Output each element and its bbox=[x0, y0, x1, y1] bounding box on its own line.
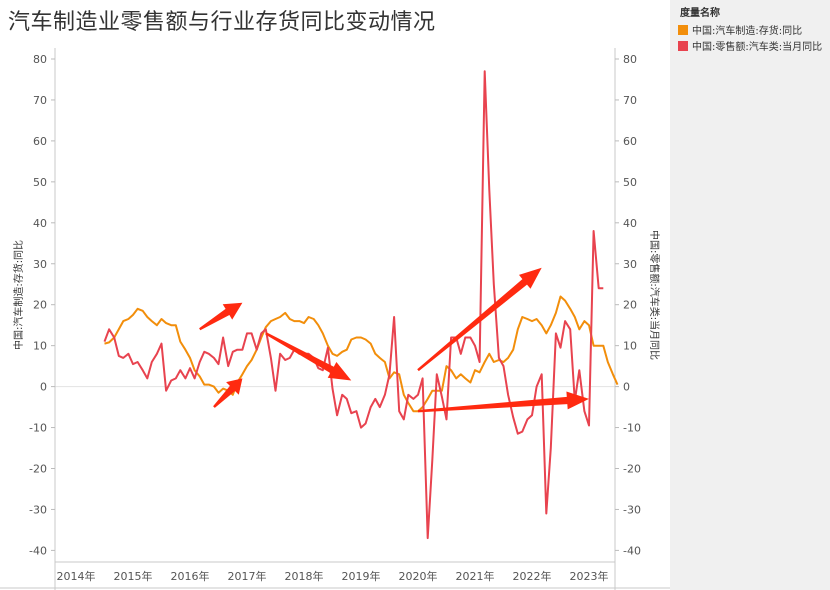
annotation-arrows bbox=[199, 267, 589, 413]
annotation-arrow bbox=[213, 378, 243, 408]
legend-panel: 度量名称 中国:汽车制造:存货:同比 中国:零售额:汽车类:当月同比 bbox=[670, 0, 830, 590]
series-line-inventory bbox=[104, 295, 619, 413]
left-tick-label: 30 bbox=[33, 258, 47, 271]
x-tick-label: 2018年 bbox=[285, 569, 324, 583]
annotation-arrow bbox=[265, 332, 352, 381]
legend-item-inventory[interactable]: 中国:汽车制造:存货:同比 bbox=[678, 22, 802, 38]
x-tick-label: 2017年 bbox=[228, 569, 267, 583]
left-tick-label: 50 bbox=[33, 176, 47, 189]
right-tick-label: -40 bbox=[623, 544, 641, 557]
right-tick-label: 10 bbox=[623, 340, 637, 353]
left-tick-label: 80 bbox=[33, 53, 47, 66]
legend-item-retail[interactable]: 中国:零售额:汽车类:当月同比 bbox=[678, 38, 822, 54]
right-tick-label: 50 bbox=[623, 176, 637, 189]
x-tick-label: 2021年 bbox=[456, 569, 495, 583]
x-tick-label: 2015年 bbox=[114, 569, 153, 583]
left-tick-label: -10 bbox=[29, 422, 47, 435]
left-tick-label: 20 bbox=[33, 299, 47, 312]
right-tick-label: -30 bbox=[623, 503, 641, 516]
left-tick-label: 0 bbox=[40, 381, 47, 394]
right-tick-label: 60 bbox=[623, 135, 637, 148]
right-tick-label: 40 bbox=[623, 217, 637, 230]
legend-swatch-inventory bbox=[678, 24, 688, 35]
left-tick-label: 70 bbox=[33, 94, 47, 107]
series-lines bbox=[103, 70, 619, 540]
right-tick-label: 70 bbox=[623, 94, 637, 107]
left-tick-label: -30 bbox=[29, 503, 47, 516]
line-chart: 80 80 70 70 60 60 50 50 40 40 30 30 20 20 10 10 0 0 -10 -10… bbox=[0, 48, 670, 590]
annotation-arrow bbox=[417, 391, 589, 413]
series-line-retail bbox=[103, 70, 604, 540]
x-tick-label: 2019年 bbox=[342, 569, 381, 583]
legend-swatch-retail bbox=[678, 40, 688, 51]
right-tick-label: 80 bbox=[623, 53, 637, 66]
x-tick-label: 2014年 bbox=[57, 569, 96, 583]
axes bbox=[0, 48, 670, 590]
axis-labels: 80 80 70 70 60 60 50 50 40 40 30 30 20 20 10 10 0 0 -10 -10… bbox=[12, 53, 661, 583]
left-tick-label: 60 bbox=[33, 135, 47, 148]
x-tick-label: 2016年 bbox=[171, 569, 210, 583]
chart-title: 汽车制造业零售额与行业存货同比变动情况 bbox=[8, 10, 436, 35]
legend-label-inventory: 中国:汽车制造:存货:同比 bbox=[692, 26, 803, 37]
legend-label-retail: 中国:零售额:汽车类:当月同比 bbox=[692, 42, 823, 53]
right-tick-label: 0 bbox=[623, 381, 630, 394]
legend-title: 度量名称 bbox=[680, 8, 720, 19]
right-tick-label: -20 bbox=[623, 463, 641, 476]
left-tick-label: -40 bbox=[29, 544, 47, 557]
x-tick-label: 2023年 bbox=[570, 569, 609, 583]
left-tick-label: 40 bbox=[33, 217, 47, 230]
right-tick-label: 30 bbox=[623, 258, 637, 271]
left-tick-label: 10 bbox=[33, 340, 47, 353]
right-axis-title: 中国:零售额:汽车类:当月同比 bbox=[648, 230, 661, 360]
right-tick-label: -10 bbox=[623, 422, 641, 435]
annotation-arrow bbox=[417, 267, 542, 372]
annotation-arrow bbox=[199, 302, 243, 331]
left-tick-label: -20 bbox=[29, 463, 47, 476]
x-tick-label: 2022年 bbox=[513, 569, 552, 583]
x-tick-label: 2020年 bbox=[399, 569, 438, 583]
left-axis-title: 中国:汽车制造:存货:同比 bbox=[12, 240, 25, 350]
right-tick-label: 20 bbox=[623, 299, 637, 312]
